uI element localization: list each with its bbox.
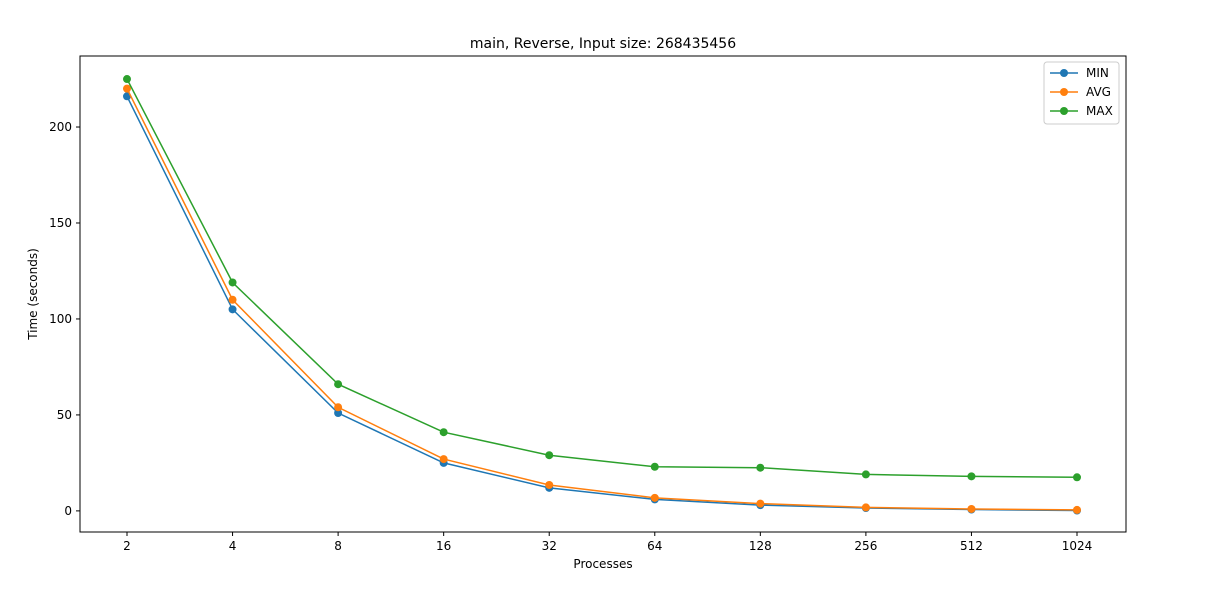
data-point <box>861 503 870 512</box>
legend-label: MIN <box>1086 66 1109 80</box>
legend-label: AVG <box>1086 85 1111 99</box>
x-tick-label: 64 <box>647 539 662 553</box>
x-tick-label: 2 <box>123 539 131 553</box>
x-tick-label: 512 <box>960 539 983 553</box>
legend-marker <box>1060 88 1068 96</box>
data-point <box>439 455 448 464</box>
plot-area <box>79 55 1127 533</box>
data-point <box>123 75 131 84</box>
data-point <box>545 480 554 489</box>
y-tick-label: 200 <box>49 120 72 134</box>
legend-item: MIN <box>1050 66 1109 80</box>
x-tick-label: 256 <box>854 539 877 553</box>
x-tick-label: 8 <box>334 539 342 553</box>
y-tick-label: 100 <box>49 312 72 326</box>
x-tick-label: 4 <box>229 539 237 553</box>
data-point <box>1073 473 1081 482</box>
x-tick-label: 1024 <box>1062 539 1093 553</box>
data-point <box>967 472 976 481</box>
axis-ticks: 2 4 8 16 32 64 128 256 512 1024 0 50 100 150 200 <box>49 120 1092 553</box>
y-axis-label: Time (seconds) <box>26 248 40 341</box>
data-point <box>228 295 237 304</box>
data-point <box>439 428 448 437</box>
data-point <box>334 409 343 417</box>
series-line <box>126 88 1078 511</box>
data-point <box>650 493 659 502</box>
legend-marker <box>1060 69 1068 77</box>
data-point <box>861 470 870 479</box>
series-max <box>123 75 1081 482</box>
legend-label: MAX <box>1086 104 1113 118</box>
x-tick-label: 128 <box>749 539 772 553</box>
data-point <box>228 278 237 287</box>
legend-item: AVG <box>1050 85 1111 99</box>
x-axis-label: Processes <box>573 557 632 571</box>
legend-item: MAX <box>1050 104 1113 118</box>
x-tick-label: 32 <box>542 539 557 553</box>
data-point <box>545 451 554 460</box>
y-tick-label: 50 <box>57 408 72 422</box>
data-point <box>967 504 976 513</box>
data-point <box>228 305 237 314</box>
data-point <box>334 380 343 389</box>
legend-marker <box>1060 107 1068 115</box>
data-point <box>756 499 765 508</box>
series-line <box>126 78 1078 479</box>
chart-title: main, Reverse, Input size: 268435456 <box>470 36 736 52</box>
data-point <box>756 463 765 472</box>
series-layer <box>123 75 1081 515</box>
data-point <box>1073 505 1081 514</box>
y-tick-label: 150 <box>49 216 72 230</box>
legend: MIN AVG MAX <box>1043 61 1120 125</box>
data-point <box>123 84 131 93</box>
x-tick-label: 16 <box>436 539 451 553</box>
data-point <box>650 462 659 471</box>
y-tick-label: 0 <box>64 504 72 518</box>
series-avg <box>123 84 1081 514</box>
data-point <box>334 403 343 412</box>
